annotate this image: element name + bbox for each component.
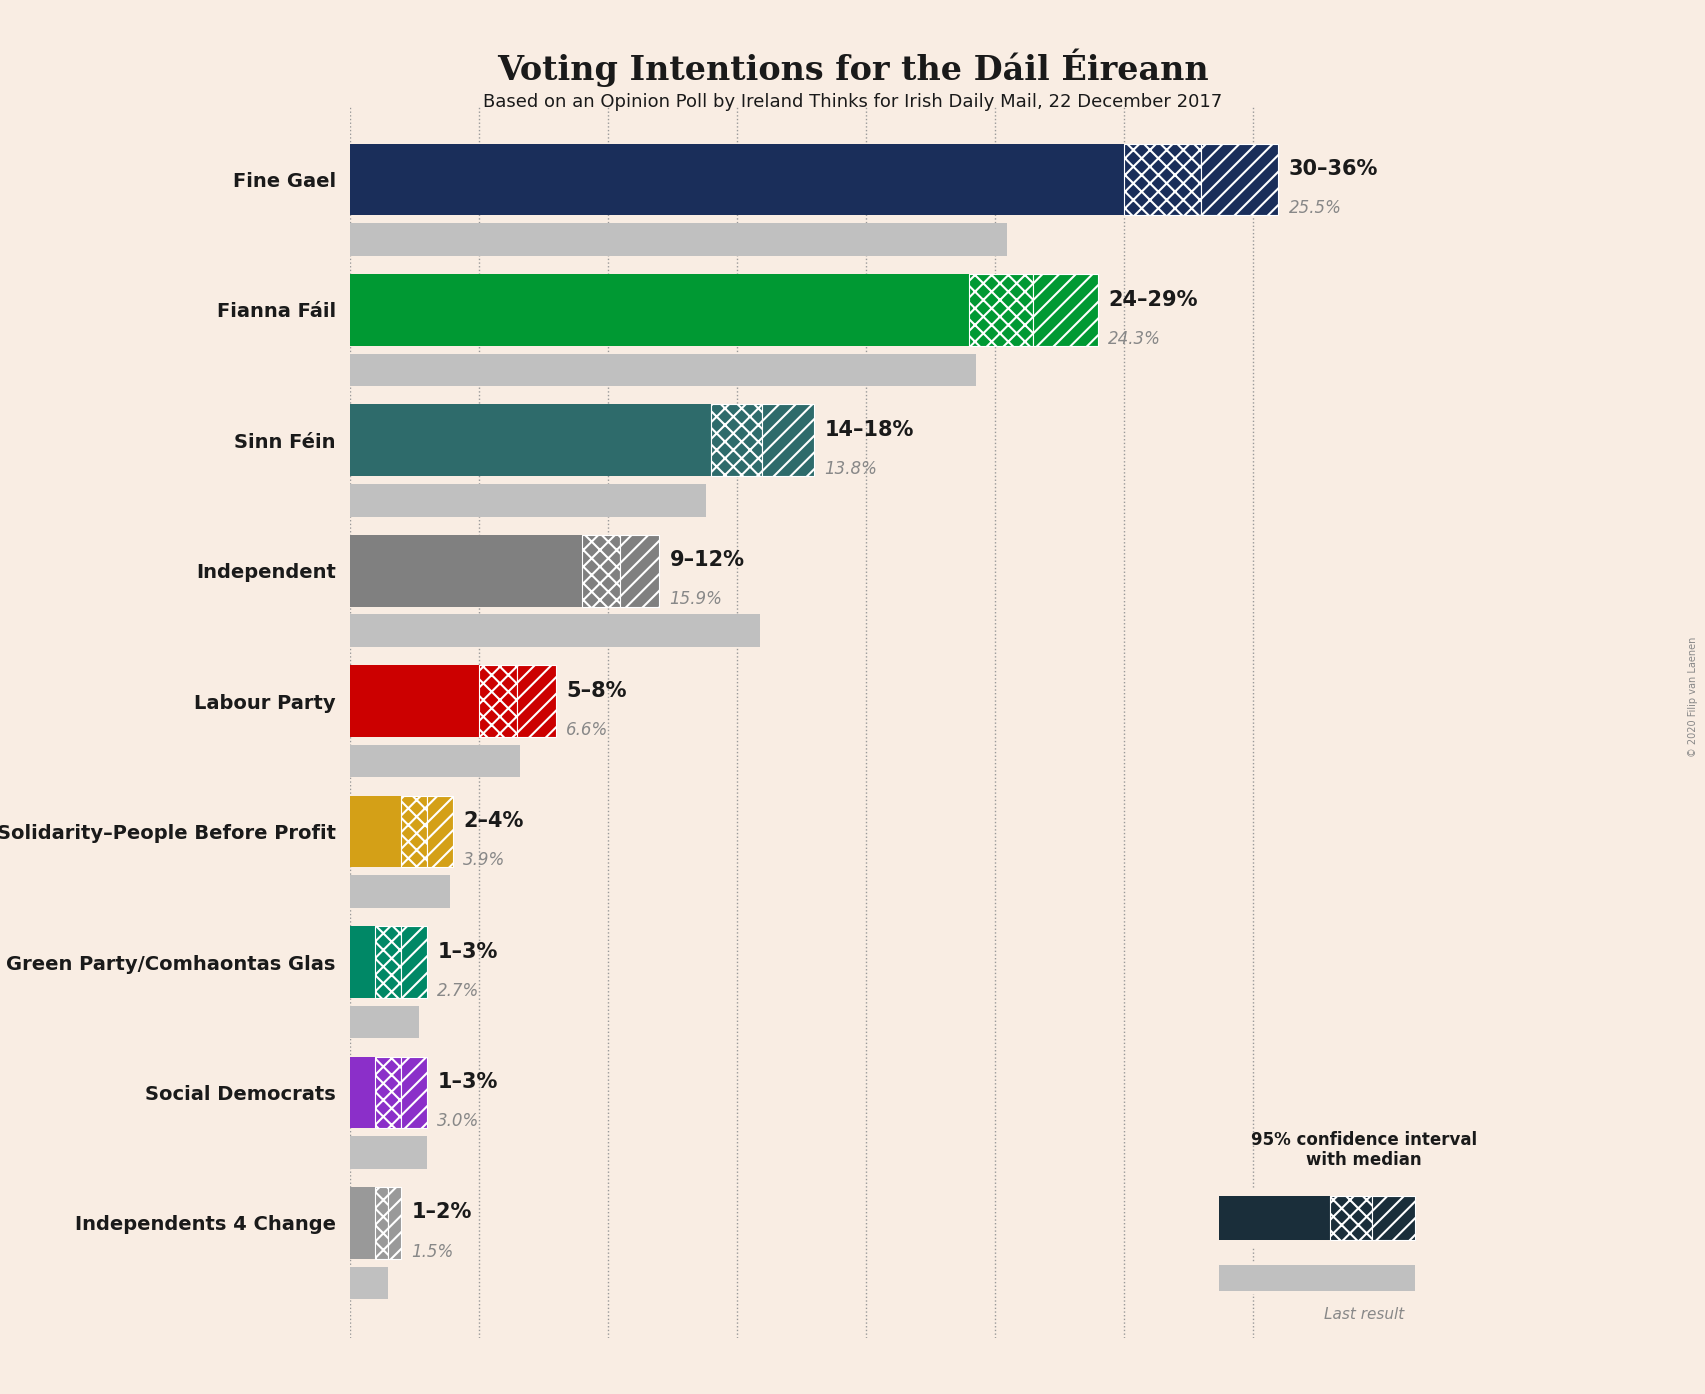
Text: 3.0%: 3.0% xyxy=(436,1112,479,1131)
Text: 1–2%: 1–2% xyxy=(411,1203,472,1223)
Bar xyxy=(1219,1266,1415,1291)
Bar xyxy=(350,875,450,907)
Bar xyxy=(350,796,401,867)
Bar xyxy=(350,665,479,737)
Text: 1–3%: 1–3% xyxy=(436,941,498,962)
Text: 24.3%: 24.3% xyxy=(1108,329,1161,347)
Text: 30–36%: 30–36% xyxy=(1289,159,1378,178)
Text: 14–18%: 14–18% xyxy=(824,420,914,441)
Bar xyxy=(621,535,660,606)
Bar xyxy=(762,404,813,477)
Bar xyxy=(350,1267,389,1299)
Text: 25.5%: 25.5% xyxy=(1289,199,1342,217)
Bar xyxy=(479,665,517,737)
Bar xyxy=(1200,144,1279,216)
Bar xyxy=(375,1057,401,1128)
Bar xyxy=(711,404,762,477)
Bar xyxy=(350,484,706,517)
Bar xyxy=(350,1186,375,1259)
Bar xyxy=(401,1057,426,1128)
Bar xyxy=(389,1186,401,1259)
Text: 2.7%: 2.7% xyxy=(436,981,479,999)
Bar xyxy=(350,615,760,647)
Bar xyxy=(350,354,977,386)
Bar xyxy=(1033,275,1098,346)
Bar xyxy=(350,275,968,346)
Bar xyxy=(581,535,621,606)
Bar xyxy=(1219,1196,1330,1241)
Text: Based on an Opinion Poll by Ireland Thinks for Irish Daily Mail, 22 December 201: Based on an Opinion Poll by Ireland Thin… xyxy=(483,93,1222,112)
Text: 1.5%: 1.5% xyxy=(411,1242,454,1260)
Text: 6.6%: 6.6% xyxy=(566,721,609,739)
Bar xyxy=(350,744,520,778)
Bar xyxy=(401,796,426,867)
Bar xyxy=(426,796,454,867)
Bar xyxy=(375,926,401,998)
Text: 15.9%: 15.9% xyxy=(670,591,723,608)
Bar xyxy=(350,223,1008,256)
Bar xyxy=(375,1186,389,1259)
Text: 13.8%: 13.8% xyxy=(824,460,876,478)
Text: Voting Intentions for the Dáil Éireann: Voting Intentions for the Dáil Éireann xyxy=(496,49,1209,88)
Bar xyxy=(401,926,426,998)
Bar xyxy=(350,144,1124,216)
Bar xyxy=(517,665,556,737)
Text: 3.9%: 3.9% xyxy=(464,852,505,870)
Bar xyxy=(1124,144,1200,216)
Text: 9–12%: 9–12% xyxy=(670,551,745,570)
Bar xyxy=(350,535,581,606)
Text: 5–8%: 5–8% xyxy=(566,680,627,701)
Text: Last result: Last result xyxy=(1323,1308,1405,1322)
Text: 95% confidence interval
with median: 95% confidence interval with median xyxy=(1251,1131,1477,1170)
Bar xyxy=(350,1136,426,1168)
Bar xyxy=(1330,1196,1373,1241)
Bar xyxy=(350,926,375,998)
Bar xyxy=(1373,1196,1415,1241)
Text: © 2020 Filip van Laenen: © 2020 Filip van Laenen xyxy=(1688,637,1698,757)
Bar xyxy=(968,275,1033,346)
Text: 1–3%: 1–3% xyxy=(436,1072,498,1092)
Bar xyxy=(350,1057,375,1128)
Bar xyxy=(350,404,711,477)
Text: 2–4%: 2–4% xyxy=(464,811,523,831)
Text: 24–29%: 24–29% xyxy=(1108,290,1197,309)
Bar xyxy=(350,1005,419,1039)
